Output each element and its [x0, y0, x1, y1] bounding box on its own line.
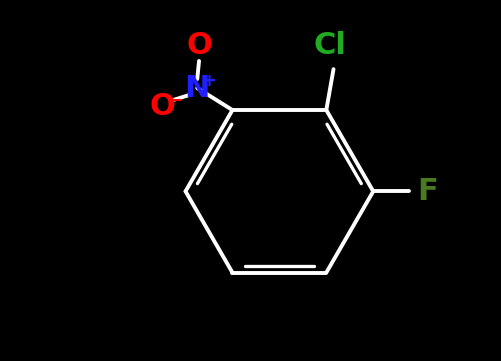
- Text: Cl: Cl: [314, 31, 346, 60]
- Text: −: −: [167, 91, 182, 109]
- Text: O: O: [150, 92, 175, 122]
- Text: +: +: [201, 72, 216, 90]
- Text: F: F: [417, 177, 438, 206]
- Text: O: O: [186, 31, 212, 60]
- Text: N: N: [184, 74, 210, 103]
